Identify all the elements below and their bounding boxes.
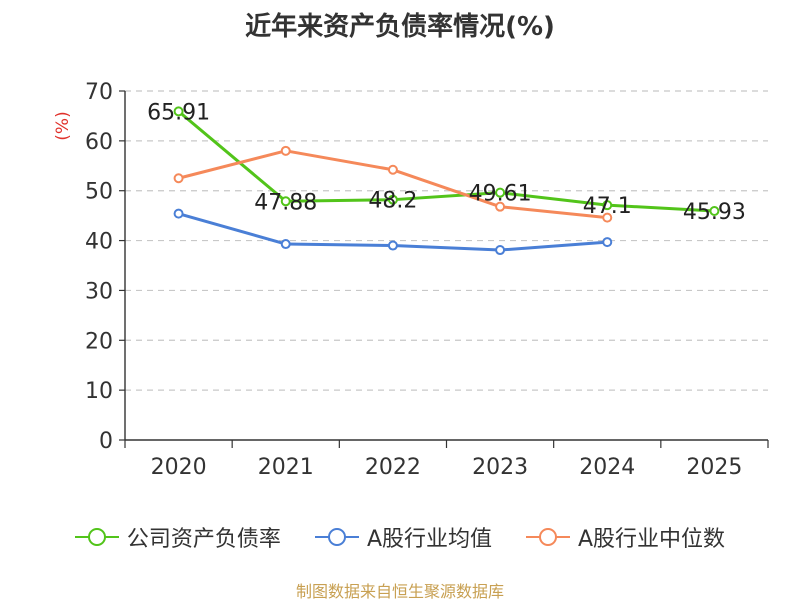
legend-item-industry-median[interactable]: A股行业中位数 bbox=[526, 521, 725, 553]
data-point bbox=[173, 173, 184, 184]
legend-line-circle-icon bbox=[526, 528, 570, 546]
data-point bbox=[495, 245, 506, 256]
x-tick-label: 2020 bbox=[151, 455, 207, 480]
data-point bbox=[602, 212, 613, 223]
y-tick-label: 70 bbox=[85, 80, 113, 105]
data-label: 65.91 bbox=[147, 100, 210, 125]
legend-item-company[interactable]: 公司资产负债率 bbox=[74, 521, 281, 553]
x-tick-label: 2024 bbox=[579, 455, 635, 480]
data-label: 45.93 bbox=[683, 200, 746, 225]
data-point bbox=[173, 208, 184, 219]
data-point bbox=[387, 194, 398, 205]
data-label: 48.2 bbox=[368, 189, 417, 214]
axes: 0 10 20 30 40 50 60 70 2020 2021 2022 2023 2024 2025 bbox=[85, 80, 769, 480]
y-tick-label: 60 bbox=[85, 130, 113, 155]
x-tick-label: 2023 bbox=[472, 455, 528, 480]
data-point bbox=[280, 196, 291, 207]
legend-line-circle-icon bbox=[314, 528, 359, 546]
y-tick-label: 30 bbox=[85, 279, 113, 304]
data-point bbox=[709, 206, 720, 217]
x-tick-label: 2025 bbox=[686, 455, 742, 480]
y-tick-label: 0 bbox=[99, 429, 113, 454]
y-tick-label: 10 bbox=[85, 379, 113, 404]
source-note: 制图数据来自恒生聚源数据库 bbox=[295, 582, 504, 601]
series-line-0 bbox=[177, 110, 715, 213]
data-point bbox=[495, 187, 506, 198]
data-label: 47.1 bbox=[583, 194, 632, 219]
x-tick-label: 2022 bbox=[365, 455, 421, 480]
data-point bbox=[495, 201, 506, 212]
data-point bbox=[387, 164, 398, 175]
grid-lines bbox=[125, 90, 768, 391]
data-point bbox=[280, 239, 291, 250]
legend-label: 公司资产负债率 bbox=[126, 527, 281, 552]
data-point bbox=[602, 237, 613, 248]
data-point bbox=[280, 145, 291, 156]
y-axis-label: (%) bbox=[53, 111, 73, 140]
y-tick-label: 20 bbox=[85, 329, 113, 354]
data-label: 47.88 bbox=[254, 190, 317, 215]
data-point bbox=[387, 240, 398, 251]
legend-label: A股行业均值 bbox=[366, 527, 492, 552]
y-tick-label: 50 bbox=[85, 180, 113, 205]
legend-label: A股行业中位数 bbox=[578, 527, 726, 552]
data-point bbox=[173, 106, 184, 117]
legend-item-industry-mean[interactable]: A股行业均值 bbox=[314, 521, 492, 553]
data-point bbox=[602, 200, 613, 211]
x-tick-label: 2021 bbox=[258, 455, 314, 480]
legend: 公司资产负债率 A股行业均值 A股行业中位数 bbox=[0, 520, 800, 554]
data-label: 49.61 bbox=[469, 182, 532, 207]
chart-title: 近年来资产负债率情况(%) bbox=[245, 12, 555, 42]
data-labels: 65.91 47.88 48.2 49.61 47.1 45.93 bbox=[147, 100, 746, 225]
y-tick-label: 40 bbox=[85, 230, 113, 255]
legend-line-circle-icon bbox=[74, 528, 119, 546]
series-lines bbox=[173, 106, 720, 256]
